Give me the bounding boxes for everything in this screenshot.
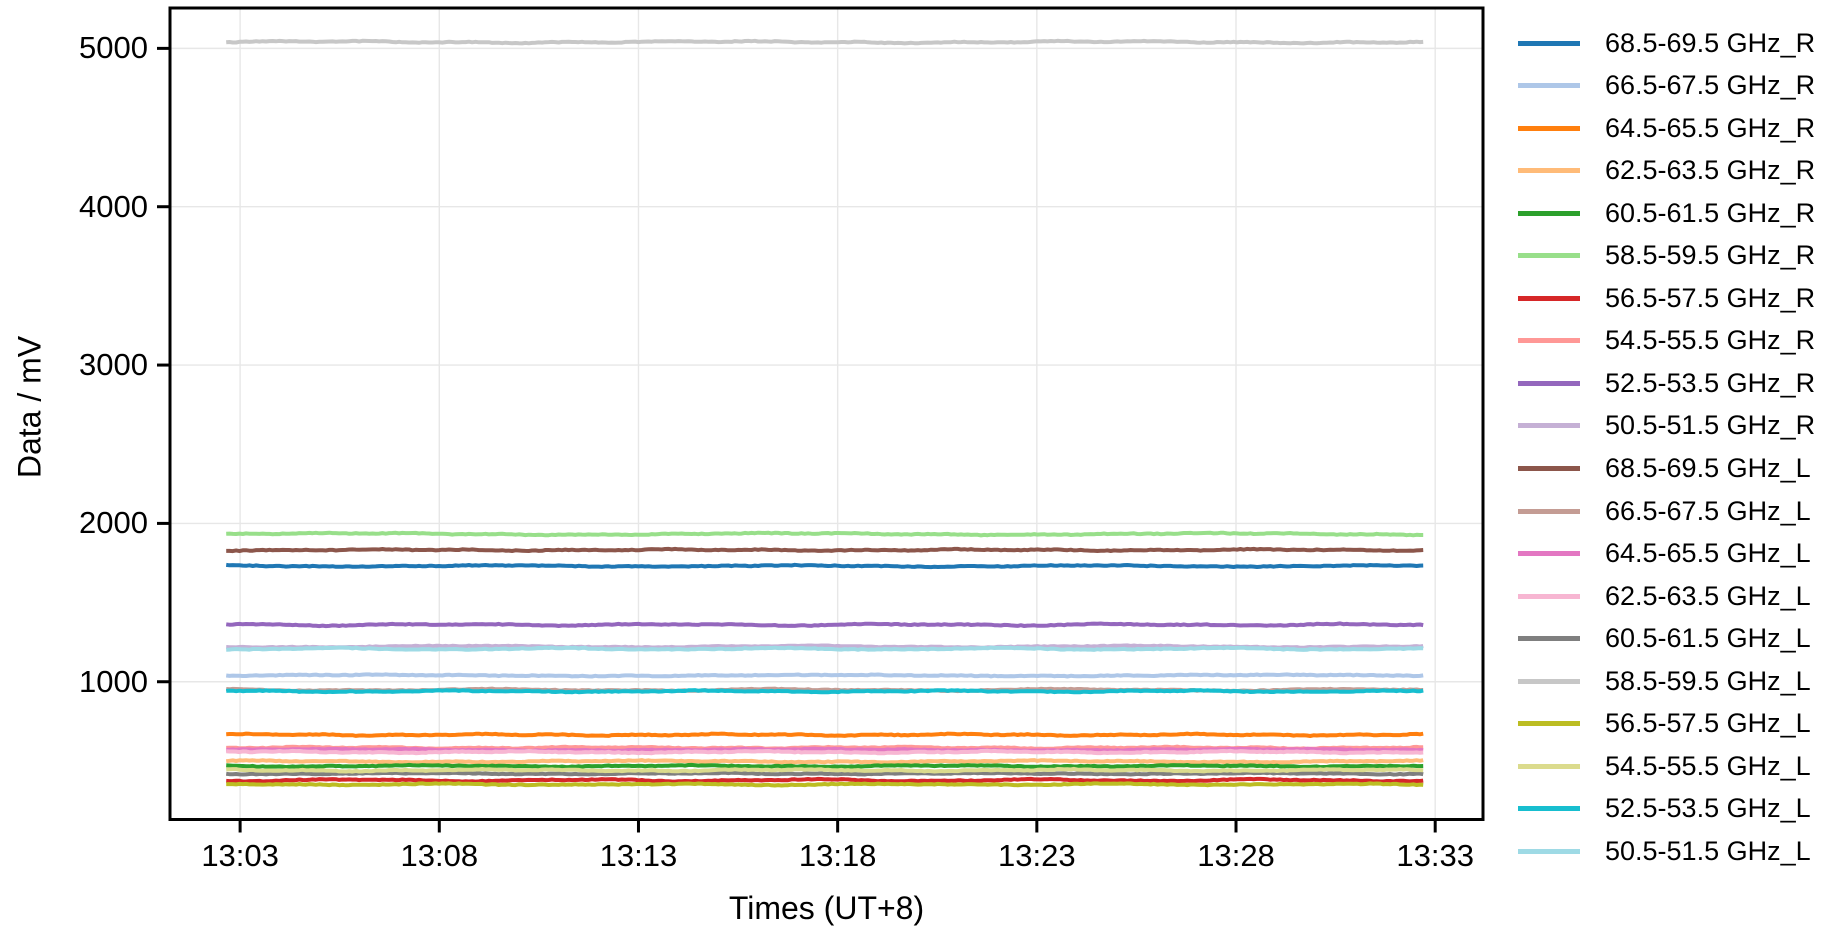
series-line-52-5-53-5-GHz-R — [225, 621, 1424, 629]
legend-item: 62.5-63.5 GHz_R — [1518, 155, 1815, 187]
series-line-62-5-63-5-GHz-L — [226, 748, 1424, 756]
legend-item: 66.5-67.5 GHz_L — [1518, 495, 1811, 527]
legend-swatch — [1518, 678, 1580, 684]
series-line-64-5-65-5-GHz-R — [226, 731, 1424, 738]
series-line-54-5-55-5-GHz-L — [226, 766, 1424, 774]
legend-label: 52.5-53.5 GHz_R — [1605, 367, 1816, 398]
legend-swatch — [1518, 806, 1580, 812]
legend-swatch — [1518, 466, 1580, 471]
legend-item: 56.5-57.5 GHz_L — [1518, 708, 1811, 740]
legend-label: 60.5-61.5 GHz_L — [1605, 623, 1811, 654]
x-tick-label: 13:13 — [599, 838, 678, 873]
series-line-62-5-63-5-GHz-R — [225, 758, 1424, 765]
legend-label: 62.5-63.5 GHz_L — [1605, 580, 1811, 611]
legend-label: 54.5-55.5 GHz_R — [1605, 325, 1816, 356]
legend-item: 62.5-63.5 GHz_L — [1518, 580, 1811, 612]
legend-label: 68.5-69.5 GHz_L — [1605, 453, 1811, 483]
legend-swatch — [1518, 83, 1580, 89]
legend-item: 50.5-51.5 GHz_L — [1518, 835, 1811, 867]
legend-item: 60.5-61.5 GHz_R — [1518, 197, 1815, 229]
legend-swatch — [1518, 380, 1580, 386]
x-tick-label: 13:28 — [1197, 838, 1275, 873]
legend-item: 52.5-53.5 GHz_L — [1518, 793, 1811, 825]
series-line-68-5-69-5-GHz-L — [226, 546, 1424, 554]
legend-item: 54.5-55.5 GHz_R — [1518, 325, 1815, 357]
legend-item: 68.5-69.5 GHz_L — [1518, 453, 1811, 485]
legend-swatch — [1518, 210, 1580, 216]
legend-label: 60.5-61.5 GHz_R — [1605, 197, 1816, 228]
legend-swatch — [1518, 636, 1580, 642]
x-tick-label: 13:08 — [400, 838, 479, 873]
legend-label: 52.5-53.5 GHz_L — [1605, 793, 1811, 824]
x-tick-label: 13:18 — [798, 838, 877, 873]
legend-swatch — [1518, 338, 1580, 344]
series-line-58-5-59-5-GHz-R — [226, 530, 1424, 538]
legend-swatch — [1518, 40, 1580, 46]
legend-swatch — [1518, 168, 1580, 174]
x-tick-label: 13:03 — [201, 838, 279, 873]
legend-item: 52.5-53.5 GHz_R — [1518, 367, 1815, 399]
y-axis-label: Data / mV — [11, 335, 48, 479]
legend-swatch — [1518, 125, 1580, 131]
y-tick-label: 3000 — [79, 347, 148, 383]
series-line-56-5-57-5-GHz-L — [226, 781, 1424, 788]
legend-swatch — [1518, 593, 1580, 599]
axes-frame — [168, 6, 1485, 821]
legend: 68.5-69.5 GHz_R 66.5-67.5 GHz_R 64.5-65.5 … — [1505, 0, 1847, 941]
legend-item: 54.5-55.5 GHz_L — [1518, 750, 1811, 782]
legend-item: 50.5-51.5 GHz_R — [1518, 410, 1815, 442]
legend-label: 56.5-57.5 GHz_L — [1605, 708, 1811, 739]
legend-label: 66.5-67.5 GHz_L — [1605, 495, 1811, 526]
x-axis-label: Times (UT+8) — [728, 890, 925, 926]
legend-label: 50.5-51.5 GHz_L — [1605, 835, 1811, 866]
legend-item: 56.5-57.5 GHz_R — [1518, 282, 1815, 314]
series-line-60-5-61-5-GHz-R — [226, 762, 1424, 770]
legend-label: 62.5-63.5 GHz_R — [1605, 155, 1816, 186]
legend-item: 58.5-59.5 GHz_L — [1518, 665, 1811, 697]
series-line-66-5-67-5-GHz-R — [225, 672, 1424, 679]
series-line-68-5-69-5-GHz-R — [225, 562, 1424, 570]
series-line-56-5-57-5-GHz-R — [226, 776, 1424, 784]
legend-swatch — [1518, 423, 1580, 429]
legend-swatch — [1518, 848, 1580, 854]
legend-swatch — [1518, 763, 1580, 769]
legend-label: 64.5-65.5 GHz_L — [1605, 538, 1811, 569]
legend-item: 60.5-61.5 GHz_L — [1518, 623, 1811, 655]
legend-item: 58.5-59.5 GHz_R — [1518, 240, 1815, 272]
legend-label: 56.5-57.5 GHz_R — [1605, 282, 1816, 313]
series-line-58-5-59-5-GHz-L — [226, 38, 1424, 46]
legend-label: 50.5-51.5 GHz_R — [1605, 410, 1816, 441]
series-line-52-5-53-5-GHz-L — [226, 688, 1424, 695]
legend-item: 64.5-65.5 GHz_L — [1518, 538, 1811, 570]
legend-label: 54.5-55.5 GHz_L — [1605, 750, 1811, 781]
legend-item: 64.5-65.5 GHz_R — [1518, 112, 1815, 144]
legend-label: 66.5-67.5 GHz_R — [1605, 70, 1816, 101]
x-tick-label: 13:23 — [998, 838, 1076, 873]
legend-swatch — [1518, 295, 1580, 301]
legend-item: 68.5-69.5 GHz_R — [1518, 27, 1815, 59]
x-tick-label: 13:33 — [1396, 838, 1474, 873]
legend-swatch — [1518, 551, 1580, 557]
y-tick-label: 5000 — [79, 30, 148, 66]
legend-label: 58.5-59.5 GHz_R — [1605, 240, 1816, 271]
legend-label: 58.5-59.5 GHz_L — [1605, 665, 1811, 696]
series-line-60-5-61-5-GHz-L — [225, 770, 1424, 777]
series-line-50-5-51-5-GHz-L — [226, 645, 1424, 652]
legend-label: 64.5-65.5 GHz_R — [1605, 112, 1816, 143]
legend-swatch — [1518, 253, 1580, 259]
legend-item: 66.5-67.5 GHz_R — [1518, 70, 1815, 102]
y-tick-label: 4000 — [79, 188, 148, 224]
y-tick-label: 1000 — [79, 663, 148, 699]
y-tick-label: 2000 — [79, 505, 148, 541]
legend-label: 68.5-69.5 GHz_R — [1605, 27, 1816, 58]
legend-swatch — [1518, 508, 1580, 514]
legend-swatch — [1518, 721, 1580, 727]
